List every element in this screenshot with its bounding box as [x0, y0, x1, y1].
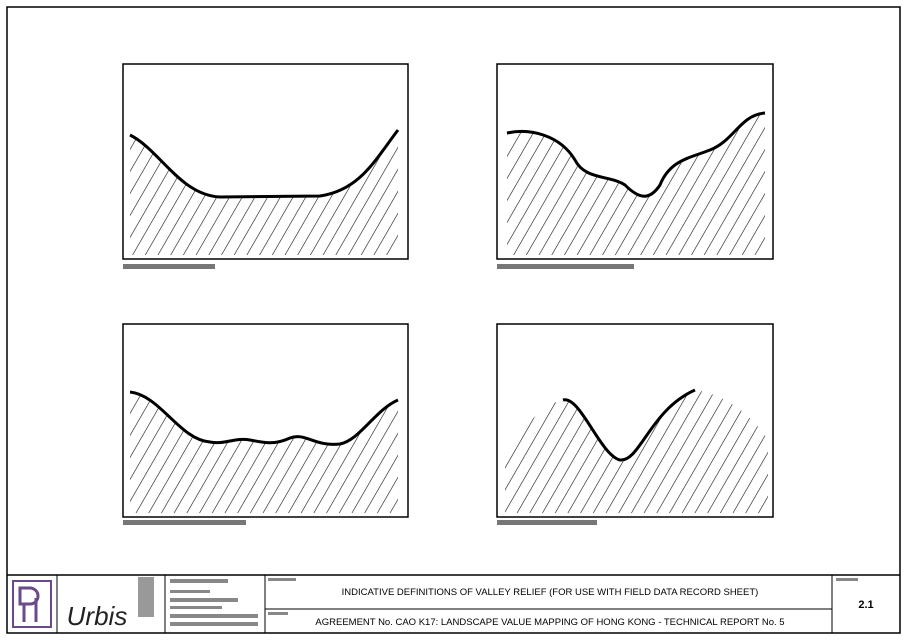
title-block: [7, 574, 900, 633]
panel-narrow-valley: [496, 323, 774, 525]
panel-broad-valley: [122, 63, 409, 269]
drawing-title: INDICATIVE DEFINITIONS OF VALLEY RELIEF …: [342, 587, 759, 598]
logo-text: Urbis: [67, 601, 128, 631]
panel-irregular-valley: [496, 63, 774, 269]
sheet-border: [6, 6, 901, 634]
panel-undulating-valley: [122, 323, 409, 525]
report-title: AGREEMENT No. CAO K17: LANDSCAPE VALUE M…: [315, 617, 784, 628]
figure-number: 2.1: [858, 599, 873, 611]
